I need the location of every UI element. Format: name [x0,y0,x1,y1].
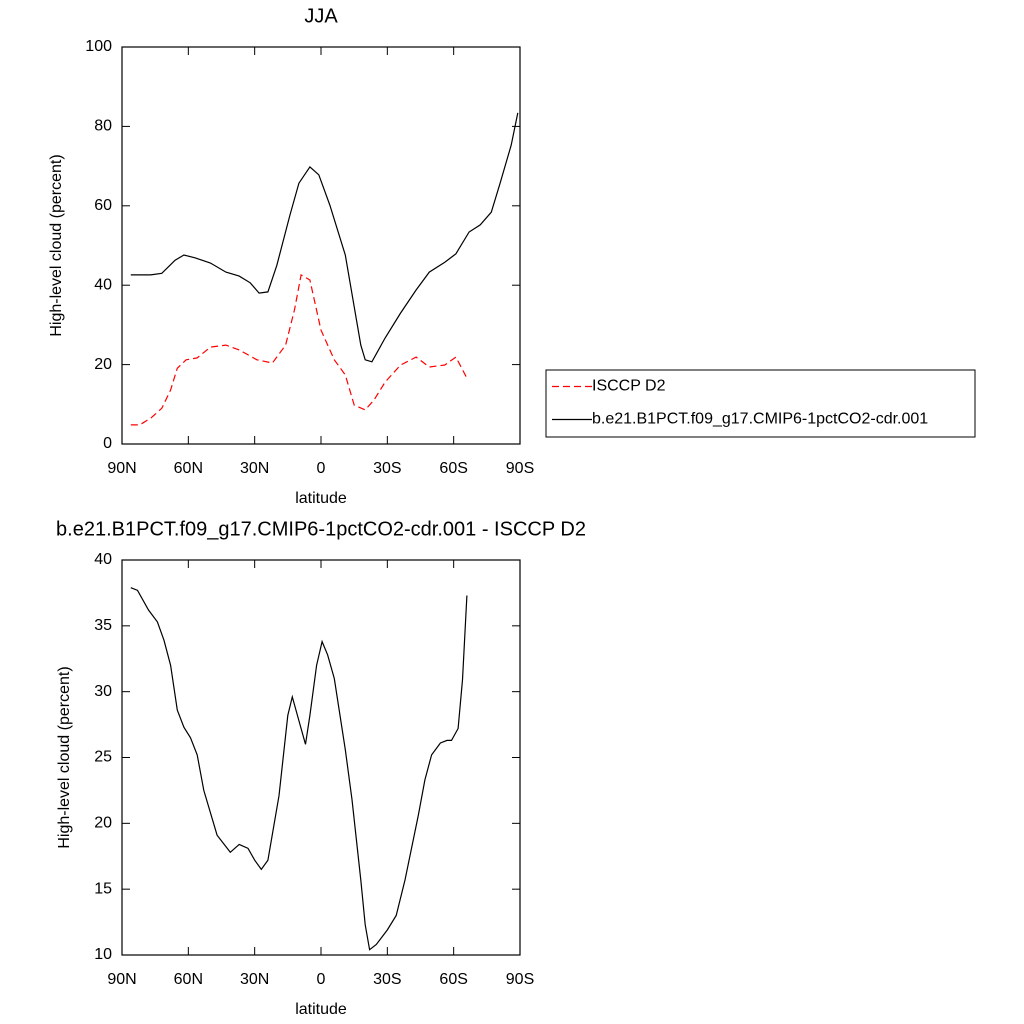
y-tick-label: 20 [94,815,112,832]
y-tick-label: 25 [94,749,112,766]
legend-label: b.e21.B1PCT.f09_g17.CMIP6-1pctCO2-cdr.00… [592,411,928,428]
x-axis-label: latitude [295,1001,347,1018]
x-tick-label: 30N [240,460,269,477]
x-tick-label: 60N [174,460,203,477]
x-axis-label: latitude [295,490,347,507]
plot-frame [121,559,521,956]
x-tick-label: 90N [107,460,136,477]
x-tick-label: 60S [439,971,467,988]
x-tick-label: 90S [506,460,534,477]
data-line [130,112,519,363]
y-tick-label: 100 [85,38,112,55]
x-tick-label: 60N [174,971,203,988]
legend-label: ISCCP D2 [592,378,666,395]
chart-title: JJA [304,5,338,27]
y-tick-label: 0 [103,435,112,452]
legend-box [545,369,976,438]
data-line [130,587,468,951]
x-tick-label: 60S [439,460,467,477]
y-axis-label: High-level cloud (percent) [56,666,73,848]
x-tick-label: 90S [506,971,534,988]
data-line [130,273,468,426]
y-tick-label: 60 [94,197,112,214]
y-tick-label: 40 [94,551,112,568]
x-tick-label: 0 [317,971,326,988]
y-axis-label: High-level cloud (percent) [48,154,65,336]
y-tick-label: 80 [94,118,112,135]
x-tick-label: 30S [373,460,401,477]
chart-title: b.e21.B1PCT.f09_g17.CMIP6-1pctCO2-cdr.00… [56,518,586,540]
y-tick-label: 15 [94,880,112,897]
x-tick-label: 90N [107,971,136,988]
y-tick-label: 30 [94,683,112,700]
x-tick-label: 30S [373,971,401,988]
y-tick-label: 35 [94,617,112,634]
y-tick-label: 20 [94,356,112,373]
x-tick-label: 0 [317,460,326,477]
y-tick-label: 10 [94,946,112,963]
x-tick-label: 30N [240,971,269,988]
y-tick-label: 40 [94,276,112,293]
